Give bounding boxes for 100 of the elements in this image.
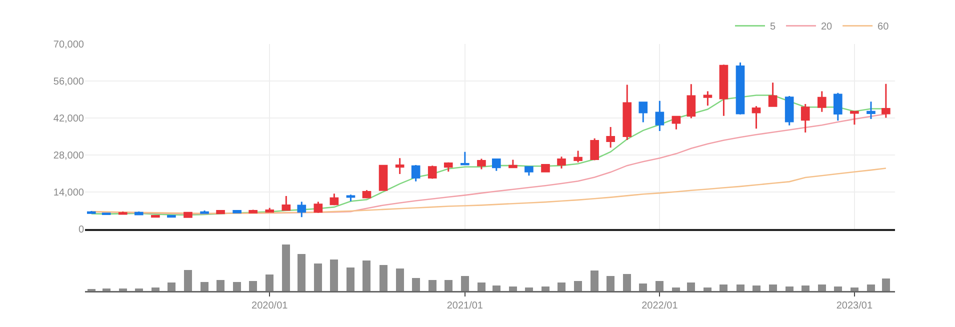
bar bbox=[298, 254, 306, 291]
bar bbox=[524, 287, 533, 291]
candlestick bbox=[850, 110, 859, 126]
candlestick bbox=[606, 126, 615, 148]
bar bbox=[216, 280, 225, 291]
bar bbox=[477, 282, 486, 291]
candlestick bbox=[265, 207, 274, 214]
bar bbox=[639, 284, 648, 291]
bar bbox=[314, 263, 322, 291]
bar bbox=[866, 284, 875, 291]
x-tick-label: 2021/01 bbox=[446, 300, 484, 312]
bar bbox=[249, 281, 258, 291]
candlestick bbox=[428, 164, 437, 180]
x-tick-label: 2022/01 bbox=[642, 300, 678, 312]
candlestick bbox=[411, 164, 420, 182]
candlestick bbox=[362, 189, 372, 200]
candlestick bbox=[444, 162, 453, 172]
legend-label: 60 bbox=[878, 22, 890, 33]
bar bbox=[574, 281, 582, 291]
bar bbox=[687, 282, 696, 291]
bar bbox=[233, 282, 242, 291]
candlestick bbox=[346, 194, 356, 202]
candlestick bbox=[378, 164, 388, 192]
candlestick bbox=[882, 83, 890, 118]
bar bbox=[460, 276, 469, 291]
y-tick-label: 14,000 bbox=[53, 188, 84, 198]
candlestick bbox=[492, 158, 501, 172]
candlestick bbox=[833, 92, 842, 122]
y-tick-label: 56,000 bbox=[53, 76, 84, 88]
bar bbox=[541, 286, 550, 291]
bar bbox=[672, 287, 680, 291]
bar bbox=[167, 282, 176, 291]
candlestick bbox=[817, 90, 826, 113]
x-tick-label: 2020/01 bbox=[252, 300, 288, 312]
candlestick bbox=[330, 192, 339, 206]
bar bbox=[428, 280, 436, 291]
candlestick bbox=[719, 64, 728, 117]
bar bbox=[508, 286, 517, 291]
candlestick bbox=[784, 95, 794, 126]
candlestick bbox=[590, 138, 599, 162]
bar bbox=[801, 285, 810, 291]
bar bbox=[768, 284, 777, 291]
candlestick bbox=[800, 103, 810, 134]
candlestick bbox=[232, 209, 242, 214]
candlestick bbox=[248, 208, 258, 214]
candlestick bbox=[638, 101, 648, 123]
bar bbox=[362, 260, 371, 291]
candlestick bbox=[752, 105, 761, 130]
candlestick bbox=[703, 90, 712, 106]
bar bbox=[850, 287, 858, 291]
bar bbox=[412, 278, 420, 291]
bar bbox=[558, 282, 566, 291]
bar bbox=[151, 288, 160, 291]
candlestick bbox=[102, 212, 111, 216]
bar bbox=[785, 286, 794, 291]
candlestick bbox=[686, 83, 696, 120]
candlestick bbox=[460, 151, 470, 166]
bar bbox=[444, 280, 452, 291]
legend-label: 5 bbox=[770, 22, 776, 33]
bar bbox=[200, 282, 209, 291]
candlestick bbox=[574, 150, 582, 164]
bar bbox=[184, 270, 192, 291]
bar bbox=[606, 276, 615, 291]
candlestick bbox=[622, 84, 632, 141]
y-tick-label: 42,000 bbox=[53, 114, 84, 124]
bar bbox=[330, 259, 338, 291]
bar bbox=[818, 284, 826, 291]
candlestick bbox=[395, 157, 404, 175]
bar bbox=[266, 274, 274, 291]
legend-label: 20 bbox=[821, 22, 833, 33]
y-tick-label: 0 bbox=[78, 224, 84, 236]
candlestick bbox=[768, 82, 778, 108]
bar bbox=[346, 268, 355, 291]
bar bbox=[656, 281, 664, 291]
bar bbox=[282, 244, 290, 291]
candlestick bbox=[524, 165, 534, 176]
bar bbox=[492, 285, 500, 291]
candlestick bbox=[866, 100, 876, 120]
candlestick bbox=[297, 201, 306, 218]
y-tick-label: 28,000 bbox=[53, 150, 84, 162]
candlestick bbox=[184, 212, 192, 218]
bar bbox=[720, 284, 728, 291]
bar bbox=[882, 278, 890, 291]
candlestick bbox=[477, 158, 486, 170]
candlestick bbox=[282, 195, 291, 212]
bar bbox=[623, 274, 632, 291]
candlestick bbox=[557, 156, 566, 170]
candlestick bbox=[655, 100, 664, 132]
bar bbox=[396, 268, 404, 291]
candlestick bbox=[541, 163, 550, 173]
candlestick bbox=[508, 159, 518, 169]
bar bbox=[379, 264, 388, 291]
bar bbox=[834, 286, 842, 291]
bar bbox=[752, 285, 760, 291]
bar bbox=[736, 284, 744, 291]
line-series bbox=[90, 168, 887, 214]
candlestick bbox=[314, 201, 323, 214]
y-tick-label: 70,000 bbox=[53, 40, 84, 50]
bar bbox=[704, 287, 712, 291]
candlestick bbox=[672, 115, 681, 130]
